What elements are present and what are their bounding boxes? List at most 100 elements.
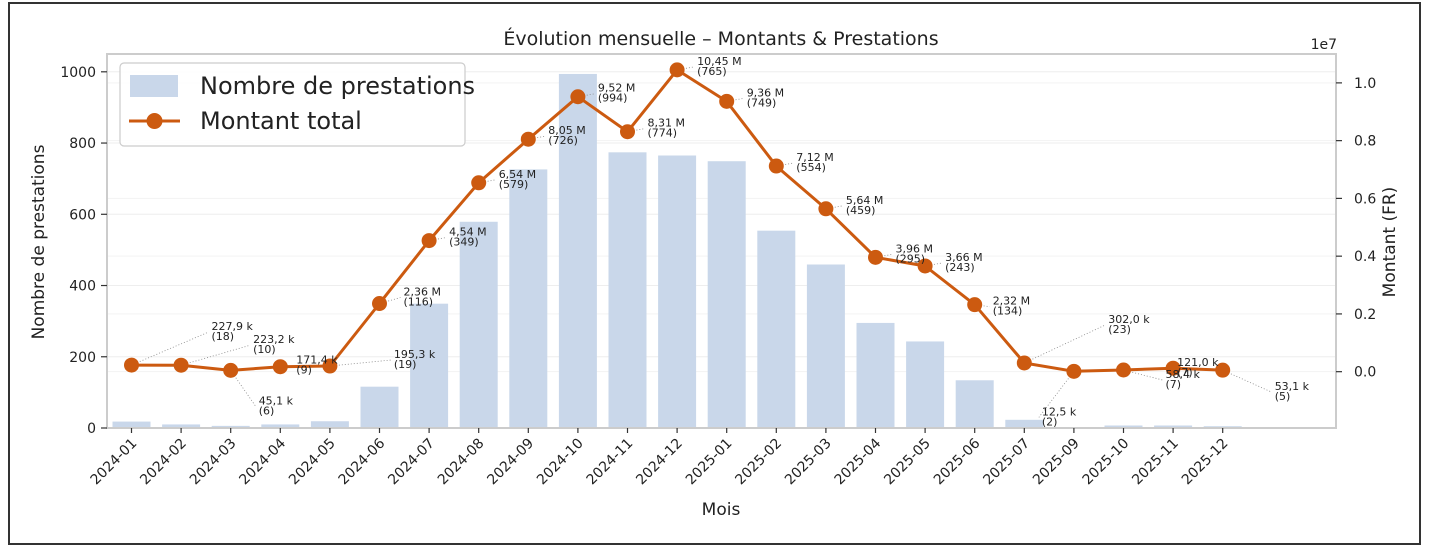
bar bbox=[806, 264, 845, 428]
point-label-amount: 45,1 k bbox=[259, 394, 294, 407]
point-label-count: (9) bbox=[296, 364, 312, 377]
point-label-count: (243) bbox=[945, 261, 975, 274]
point-label-count: (6) bbox=[259, 404, 275, 417]
point-label-amount: 5,64 M bbox=[846, 194, 883, 207]
point-label-amount: 3,66 M bbox=[945, 251, 982, 264]
point-label-amount: 9,52 M bbox=[598, 82, 635, 95]
line-point bbox=[471, 175, 487, 191]
x-tick-label: 2024-03 bbox=[187, 436, 240, 489]
x-tick-label: 2025-06 bbox=[931, 435, 984, 488]
x-tick-label: 2024-09 bbox=[484, 436, 537, 489]
legend-swatch-marker bbox=[146, 113, 163, 129]
point-label-amount: 6,54 M bbox=[499, 168, 536, 181]
x-tick-label: 2025-09 bbox=[1030, 436, 1083, 489]
point-label-count: (7) bbox=[1166, 378, 1182, 391]
line-point bbox=[272, 359, 288, 375]
x-tick-label: 2025-12 bbox=[1179, 436, 1232, 489]
bar bbox=[608, 152, 647, 428]
point-label-count: (2) bbox=[1042, 415, 1058, 428]
point-label-count: (726) bbox=[548, 134, 578, 147]
line-point bbox=[322, 358, 338, 374]
point-label-amount: 195,3 k bbox=[394, 348, 436, 361]
x-tick-label: 2024-10 bbox=[534, 436, 587, 489]
x-tick-label: 2024-02 bbox=[137, 436, 190, 489]
point-label-count: (349) bbox=[449, 236, 479, 249]
line-point bbox=[719, 93, 735, 109]
bar bbox=[211, 425, 250, 428]
line-point bbox=[1165, 360, 1181, 376]
point-label-amount: 2,32 M bbox=[993, 295, 1030, 308]
line-point bbox=[1016, 355, 1032, 371]
point-label-count: (5) bbox=[1275, 390, 1291, 403]
point-label-amount: 12,5 k bbox=[1042, 405, 1077, 418]
y-axis-label-left: Nombre de prestations bbox=[29, 144, 49, 339]
x-tick-label: 2024-05 bbox=[286, 436, 339, 489]
x-tick-label: 2025-05 bbox=[881, 436, 934, 489]
point-label-amount: 8,31 M bbox=[648, 117, 685, 130]
left-tick-label: 200 bbox=[69, 350, 96, 366]
bar bbox=[1005, 419, 1044, 428]
bar bbox=[162, 424, 201, 428]
point-label-amount: 171,4 k bbox=[296, 354, 338, 367]
point-label-count: (19) bbox=[394, 358, 417, 371]
bar bbox=[757, 230, 796, 428]
label-leader bbox=[1038, 371, 1075, 418]
line-point bbox=[917, 258, 933, 274]
right-tick-label: 0.2 bbox=[1354, 307, 1376, 323]
line-point bbox=[620, 124, 635, 140]
point-label-count: (765) bbox=[697, 65, 727, 78]
bar bbox=[955, 380, 994, 428]
right-tick-label: 0.8 bbox=[1354, 134, 1376, 150]
point-label-amount: 302,0 k bbox=[1108, 313, 1150, 326]
line-point bbox=[223, 362, 239, 378]
x-tick-label: 2025-04 bbox=[832, 435, 885, 488]
line-point bbox=[421, 233, 437, 249]
bar bbox=[509, 169, 548, 429]
line-point bbox=[173, 357, 189, 373]
bar bbox=[360, 386, 399, 428]
point-label-count: (134) bbox=[993, 305, 1023, 318]
point-label-amount: 4,54 M bbox=[449, 226, 486, 239]
x-tick-label: 2025-07 bbox=[980, 436, 1033, 489]
x-tick-label: 2024-04 bbox=[236, 435, 289, 488]
point-label-amount: 2,36 M bbox=[404, 286, 441, 299]
point-label-amount: 223,2 k bbox=[253, 333, 295, 346]
point-label-amount: 7,12 M bbox=[796, 151, 833, 164]
line-point bbox=[124, 357, 139, 373]
point-label-count: (459) bbox=[846, 204, 876, 217]
label-leader bbox=[974, 304, 990, 308]
label-leader bbox=[131, 331, 209, 366]
point-label-amount: 9,36 M bbox=[747, 86, 784, 99]
line-point bbox=[868, 249, 883, 265]
bar bbox=[261, 424, 300, 428]
point-label-amount: 121,0 k bbox=[1177, 356, 1219, 369]
point-label-count: (295) bbox=[896, 252, 926, 265]
right-tick-label: 0.6 bbox=[1354, 191, 1376, 207]
right-axis-offset: 1e7 bbox=[1311, 37, 1337, 53]
point-label-count: (10) bbox=[253, 343, 276, 356]
point-label-count: (23) bbox=[1108, 323, 1131, 336]
line-point bbox=[967, 297, 983, 313]
left-tick-label: 400 bbox=[69, 279, 96, 295]
x-tick-label: 2025-02 bbox=[732, 436, 785, 489]
point-label-count: (994) bbox=[598, 92, 628, 105]
point-label-count: (749) bbox=[747, 96, 777, 109]
right-tick-label: 0.0 bbox=[1354, 365, 1376, 381]
label-leader bbox=[230, 370, 257, 407]
bar bbox=[112, 421, 151, 428]
bar bbox=[906, 341, 945, 428]
left-tick-label: 600 bbox=[69, 207, 96, 223]
line-point bbox=[818, 201, 834, 217]
x-tick-label: 2024-11 bbox=[584, 436, 637, 489]
x-tick-label: 2025-10 bbox=[1080, 436, 1133, 489]
y-axis-label-right: Montant (FR) bbox=[1380, 187, 1400, 298]
point-label-amount: 58,4 k bbox=[1166, 368, 1201, 381]
x-tick-label: 2024-07 bbox=[385, 436, 438, 489]
line-point bbox=[1215, 362, 1231, 378]
legend-swatch-bars bbox=[130, 75, 178, 97]
bar bbox=[707, 161, 746, 429]
line-point bbox=[570, 89, 586, 105]
bar bbox=[459, 221, 498, 428]
point-label-count: (7) bbox=[1177, 366, 1193, 379]
line-point bbox=[669, 62, 685, 78]
